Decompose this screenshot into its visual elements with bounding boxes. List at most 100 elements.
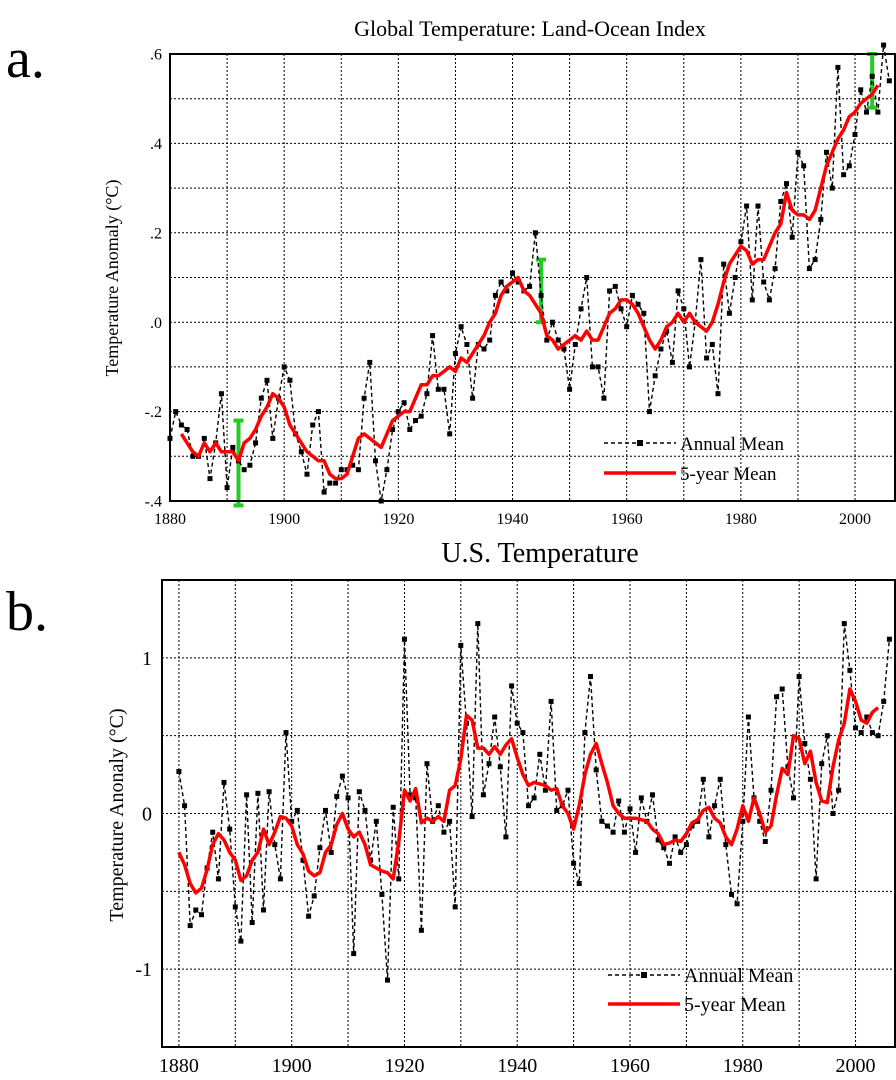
annual-mean-point xyxy=(886,636,892,642)
x-tick-label: 1880 xyxy=(159,1055,199,1077)
annual-mean-point xyxy=(435,803,441,809)
annual-mean-point xyxy=(287,377,293,383)
annual-mean-point xyxy=(492,292,498,298)
annual-mean-point xyxy=(176,769,182,774)
legend-b-annual-label: Annual Mean xyxy=(684,965,793,987)
annual-mean-point xyxy=(593,767,599,773)
annual-mean-point xyxy=(173,409,179,415)
annual-mean-point xyxy=(599,818,605,824)
annual-mean-point xyxy=(824,149,829,155)
annual-mean-point xyxy=(469,814,475,820)
annual-mean-point xyxy=(618,306,624,312)
annual-mean-point xyxy=(721,261,727,267)
annual-mean-point xyxy=(789,234,795,240)
annual-mean-point xyxy=(698,257,704,263)
panel-b-letter: b. xyxy=(6,581,48,643)
annual-mean-point xyxy=(824,733,830,739)
annual-mean-point xyxy=(294,807,300,813)
annual-mean-point xyxy=(681,306,687,312)
annual-mean-point xyxy=(755,203,761,209)
annual-mean-point xyxy=(655,837,661,843)
x-tick-label: 1940 xyxy=(497,1055,537,1077)
annual-mean-point xyxy=(418,927,424,933)
annual-mean-point xyxy=(778,199,784,204)
annual-mean-point xyxy=(311,893,317,899)
chart-a-5yr-series xyxy=(179,84,880,481)
annual-mean-point xyxy=(464,342,470,347)
annual-mean-point xyxy=(304,471,310,477)
annual-mean-point xyxy=(402,636,407,642)
annual-mean-point xyxy=(281,364,287,370)
annual-mean-point xyxy=(738,239,744,245)
annual-mean-point xyxy=(492,714,498,720)
annual-mean-point xyxy=(515,279,521,285)
annual-mean-point xyxy=(629,292,635,298)
annual-mean-point xyxy=(647,409,652,415)
x-tick-label: 1960 xyxy=(611,511,643,528)
annual-mean-point xyxy=(601,395,607,401)
annual-mean-point xyxy=(772,266,778,272)
annual-mean-point xyxy=(458,324,464,330)
annual-mean-point xyxy=(853,725,858,731)
annual-mean-point xyxy=(784,181,789,187)
annual-mean-point xyxy=(723,842,729,848)
annual-mean-point xyxy=(841,621,847,627)
chart-a-grid xyxy=(170,54,895,501)
y-tick-label: -.4 xyxy=(145,494,162,511)
annual-mean-point xyxy=(531,795,537,801)
annual-mean-point xyxy=(875,733,881,739)
legend-b-annual-marker xyxy=(641,972,647,978)
annual-mean-point xyxy=(418,413,424,419)
legend-b-5yr-label: 5-year Mean xyxy=(684,994,786,1016)
annual-mean-point xyxy=(612,283,618,289)
annual-mean-point xyxy=(578,306,584,312)
annual-mean-point xyxy=(715,391,721,397)
annual-mean-point xyxy=(283,730,289,736)
x-tick-label: 1980 xyxy=(725,511,757,528)
annual-mean-point xyxy=(774,694,780,700)
annual-mean-point xyxy=(396,876,402,882)
annual-mean-point xyxy=(207,476,213,482)
annual-mean-point xyxy=(356,789,362,795)
y-tick-label: .4 xyxy=(150,136,162,153)
y-tick-label: .2 xyxy=(150,225,162,242)
annual-mean-point xyxy=(218,391,224,397)
annual-mean-point xyxy=(355,467,361,473)
annual-mean-point xyxy=(544,337,550,343)
legend-a-annual-marker xyxy=(637,440,643,446)
annual-mean-point xyxy=(761,279,767,285)
annual-mean-point xyxy=(390,804,396,810)
annual-mean-point xyxy=(858,730,864,736)
annual-mean-point xyxy=(678,849,684,855)
annual-mean-point xyxy=(641,310,647,316)
annual-mean-point xyxy=(846,163,852,169)
annual-mean-point xyxy=(277,876,283,882)
legend-a-5yr-label: 5-year Mean xyxy=(680,464,777,485)
annual-mean-point xyxy=(334,793,340,799)
annual-mean-point xyxy=(635,301,641,307)
annual-mean-point xyxy=(447,431,453,437)
annual-mean-point xyxy=(802,741,808,746)
annual-mean-point xyxy=(768,787,774,793)
x-tick-label: 1980 xyxy=(723,1055,763,1077)
legend-a-annual-label: Annual Mean xyxy=(680,434,784,455)
annual-mean-point xyxy=(193,907,199,913)
annual-mean-point xyxy=(470,395,476,401)
annual-mean-point xyxy=(621,829,627,835)
annual-mean-point xyxy=(187,923,193,929)
annual-mean-point xyxy=(734,901,740,907)
annual-mean-point xyxy=(401,400,407,406)
annual-mean-point xyxy=(726,310,732,316)
annual-mean-point xyxy=(452,904,458,910)
y-tick-label: -.2 xyxy=(145,404,162,421)
annual-mean-line xyxy=(169,44,890,502)
annual-mean-point xyxy=(791,795,796,801)
annual-mean-point xyxy=(610,829,616,835)
annual-mean-point xyxy=(509,683,515,689)
annual-mean-point xyxy=(795,149,801,155)
annual-mean-point xyxy=(818,216,824,222)
y-tick-label: -1 xyxy=(135,959,152,981)
annual-mean-point xyxy=(510,270,515,276)
chart-b-ylabel: Temperature Anonaly (°C) xyxy=(106,708,128,921)
annual-mean-point xyxy=(338,467,344,473)
